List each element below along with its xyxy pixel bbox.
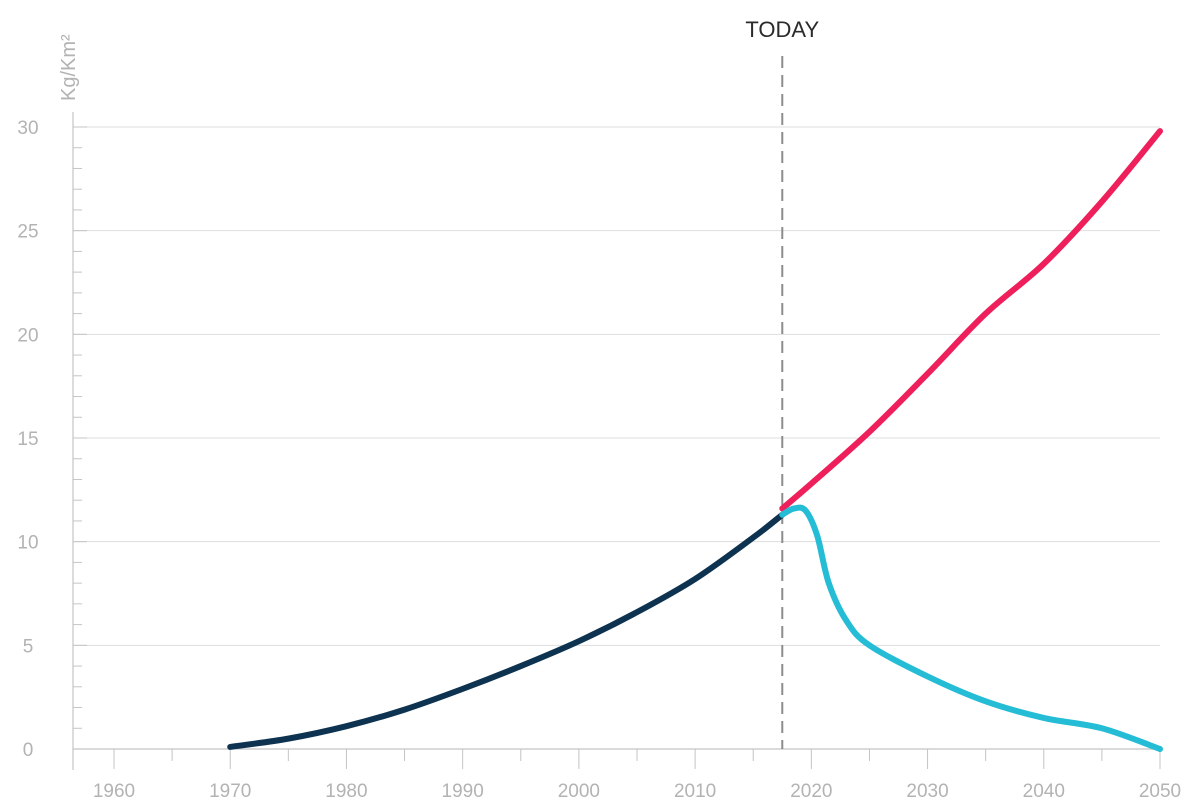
x-tick-label: 1970 [209, 781, 251, 802]
series-line-declining [779, 504, 1163, 752]
series-line-historical [227, 511, 786, 750]
tick-labels: 0 5 10 15 20 25 30 1960 1970 1980 1990 2000 2010 2020… [17, 118, 1181, 802]
series-line-rising [779, 128, 1163, 512]
y-tick-label: 25 [17, 222, 38, 243]
x-tick-label: 1980 [325, 781, 367, 802]
y-tick-label: 0 [23, 740, 34, 761]
axes [72, 56, 1161, 770]
y-axis-label: Kg/Km² [58, 34, 80, 101]
x-tick-label: 2040 [1023, 781, 1065, 802]
y-tick-label: 10 [17, 533, 38, 554]
y-tick-label: 20 [17, 325, 38, 346]
x-tick-label: 1960 [93, 781, 135, 802]
y-tick-label: 5 [23, 636, 34, 657]
x-tick-label: 2020 [790, 781, 832, 802]
x-tick-label: 1990 [442, 781, 484, 802]
y-tick-label: 30 [17, 118, 38, 139]
x-tick-label: 2000 [558, 781, 600, 802]
x-tick-label: 2010 [674, 781, 716, 802]
gridlines [73, 126, 1160, 646]
series-lines [227, 128, 1163, 752]
y-tick-label: 15 [17, 429, 38, 450]
x-tick-label: 2030 [906, 781, 948, 802]
today-label: TODAY [745, 17, 819, 42]
x-tick-label: 2050 [1139, 781, 1181, 802]
